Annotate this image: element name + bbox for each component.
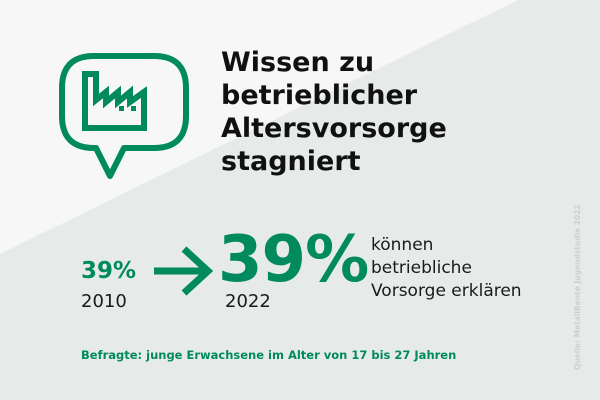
- stat-description-line: Vorsorge erklären: [371, 281, 522, 301]
- speech-bubble-icon: [59, 53, 189, 179]
- factory-window: [131, 106, 136, 111]
- headline-line: stagniert: [221, 146, 361, 177]
- factory-window: [119, 106, 124, 111]
- stat-2010-year: 2010: [81, 291, 127, 312]
- stat-description-line: können: [371, 235, 434, 255]
- stat-2010-value: 39%: [81, 258, 137, 284]
- source-credit: Quelle: MetallRente Jugendstudie 2022: [573, 204, 582, 370]
- arrow-right-icon: [154, 246, 214, 296]
- headline-line: betrieblicher: [221, 80, 418, 111]
- arrow-head: [181, 246, 214, 296]
- headline-line: Wissen zu: [221, 47, 375, 78]
- stat-2022-value: 39%: [218, 223, 369, 297]
- stat-description-line: betriebliche: [371, 258, 472, 278]
- headline: Wissen zu betrieblicher Altersvorsorge s…: [221, 46, 541, 178]
- stat-2022-year: 2022: [225, 291, 271, 312]
- stat-description: können betriebliche Vorsorge erklären: [371, 234, 522, 303]
- headline-line: Altersvorsorge: [221, 113, 447, 144]
- respondents-footnote: Befragte: junge Erwachsene im Alter von …: [81, 348, 457, 362]
- factory-in-speech-bubble-icon: [59, 53, 189, 179]
- factory-icon: [82, 71, 147, 131]
